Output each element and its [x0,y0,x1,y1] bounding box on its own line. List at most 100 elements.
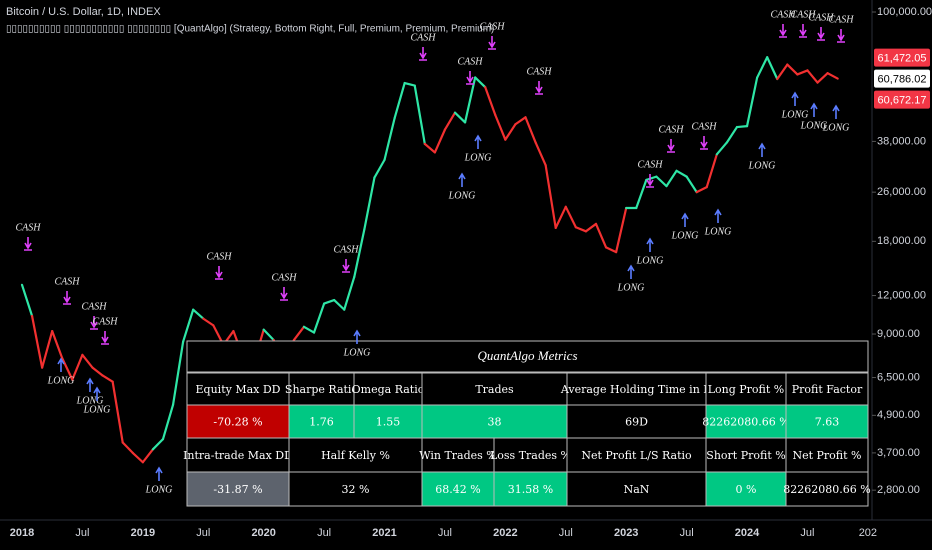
price-line-segment [665,169,678,188]
price-line-segment [584,222,598,233]
y-tick-label: 6,500.00 [877,371,920,383]
price-line-segment [715,141,729,156]
price-line-segment [393,81,406,120]
table-cell [288,437,423,473]
price-line-segment [363,176,376,231]
long-arrow [353,329,361,344]
price-line-segment [403,81,416,87]
table-cell-text: Half Kelly % [321,449,390,462]
cash-arrow [24,237,32,251]
y-tick-label: 3,700.00 [877,447,920,459]
price-line-segment [534,141,547,167]
price-label: 60,672.17 [878,94,927,106]
table-title: QuantAlgo Metrics [477,348,577,363]
long-arrow [474,134,482,149]
table-cell-text: Win Trades % [419,449,497,462]
long-arrow [57,357,65,372]
price-line-segment [383,117,396,161]
long-arrow [714,208,722,223]
price-line-segment [725,125,739,144]
price-line-segment [635,178,648,210]
price-line-segment [554,205,567,230]
price-line-segment [323,298,336,305]
table-cell-text: Long Profit % [708,383,785,396]
cash-arrow [419,47,427,61]
price-label: 61,472.05 [878,52,927,64]
table-cell [705,471,787,507]
table-cell-text: Equity Max DD [196,383,281,396]
table-cell-text: 1.76 [309,416,334,429]
price-line-segment [41,329,54,369]
x-tick-label: Jul [317,527,331,539]
signal-label: LONG [448,190,476,201]
signal-label: CASH [93,316,119,327]
table-cell [705,437,787,473]
price-line-segment [61,357,74,381]
price-line-segment [514,116,527,126]
signal-label: CASH [411,32,437,43]
cash-arrow [466,71,474,85]
x-tick-label: 2024 [735,527,760,539]
price-line-segment [796,69,809,76]
table-cell [186,372,290,406]
price-line-segment [101,374,114,383]
price-line-segment [192,308,205,320]
metrics-table: QuantAlgo Metrics Equity Max DD Sharpe Rat… [183,340,871,507]
signal-label: CASH [82,301,108,312]
table-cell [421,471,495,507]
cash-arrow [101,331,109,345]
price-line-segment [615,206,628,254]
signal-label: LONG [704,226,732,237]
table-cell-text: 32 % [342,483,370,496]
signal-label: LONG [76,395,104,406]
table-cell-text: Trades [475,383,514,396]
price-line-segment [685,175,698,194]
table-cell-text: Average Holding Time in D [560,383,712,396]
cash-arrow [63,291,71,305]
price-line-segment [182,308,195,343]
signal-label: LONG [83,404,111,415]
price-line-segment [111,380,124,444]
table-cell [353,404,423,439]
signal-label: LONG [47,375,75,386]
signal-label: LONG [800,120,828,131]
price-line-segment [745,76,759,128]
price-line-segment [484,86,497,117]
table-cell-text: Intra-trade Max DD [183,449,293,462]
cash-arrow [535,81,543,95]
cash-arrow [280,287,288,301]
price-line-segment [141,448,155,464]
price-line-segment [121,441,134,454]
price-line-segment [202,317,215,327]
table-cell [785,437,869,473]
cash-arrow [799,24,807,38]
price-line-segment [695,186,708,194]
price-line-segment [504,123,517,141]
price-line-segment [151,438,165,451]
price-line-segment [645,175,658,181]
y-tick-label: 18,000.00 [877,235,926,247]
chart-title: Bitcoin / U.S. Dollar, 1D, INDEX [6,6,161,18]
price-line-segment [292,325,306,342]
table-cell-text: 38 [488,416,502,429]
table-cell [493,471,568,507]
table-cell [186,404,290,439]
signal-label: CASH [829,14,855,25]
price-line-segment [564,205,577,229]
long-arrow [758,142,766,157]
long-arrow [832,104,840,119]
x-tick-label: 2022 [493,527,517,539]
table-cell-text: 68.42 % [435,483,480,496]
x-tick-label: Jul [438,527,452,539]
price-label: 60,786.02 [878,73,927,85]
signal-label: LONG [822,122,850,133]
price-line-segment [333,298,346,311]
price-line-segment [574,226,588,233]
x-tick-label: 202 [859,527,877,539]
table-cell-text: 69D [625,416,648,429]
signal-label: LONG [781,109,809,120]
cash-arrow [215,266,223,280]
x-tick-label: 2018 [10,527,34,539]
y-tick-label: 9,000.00 [877,328,920,340]
